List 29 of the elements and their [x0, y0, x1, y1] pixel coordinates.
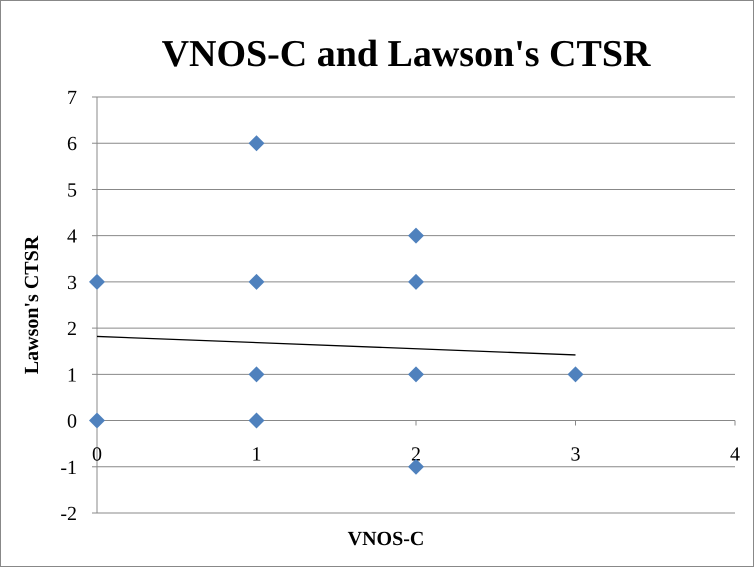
x-tick-label: 2 [411, 444, 421, 466]
y-tick-label: -2 [60, 503, 77, 525]
y-tick-label: 2 [67, 318, 77, 340]
y-tick-label: 6 [67, 133, 77, 156]
y-tick-label: 5 [67, 179, 77, 202]
point [568, 366, 584, 382]
point [408, 228, 424, 244]
x-tick-label: 0 [92, 444, 102, 466]
x-axis-title: VNOS-C [348, 528, 424, 550]
point [408, 274, 424, 290]
point [248, 366, 264, 382]
point [408, 366, 424, 382]
y-tick-label: 7 [67, 87, 77, 109]
point [248, 274, 264, 290]
x-tick-label: 1 [252, 444, 262, 466]
y-tick-label: -1 [60, 456, 77, 479]
y-tick-label: 4 [67, 226, 77, 248]
y-tick-label: 1 [67, 364, 77, 386]
point [89, 274, 105, 290]
y-axis-title: Lawson's CTSR [21, 235, 43, 374]
y-tick-label: 0 [67, 410, 77, 433]
point [248, 412, 264, 429]
point [248, 135, 264, 152]
x-tick-label: 4 [730, 444, 740, 466]
chart-title: VNOS-C and Lawson's CTSR [162, 33, 651, 75]
point [408, 458, 424, 475]
x-tick-label: 3 [570, 444, 580, 466]
point [89, 412, 105, 429]
y-tick-label: 3 [67, 272, 77, 294]
